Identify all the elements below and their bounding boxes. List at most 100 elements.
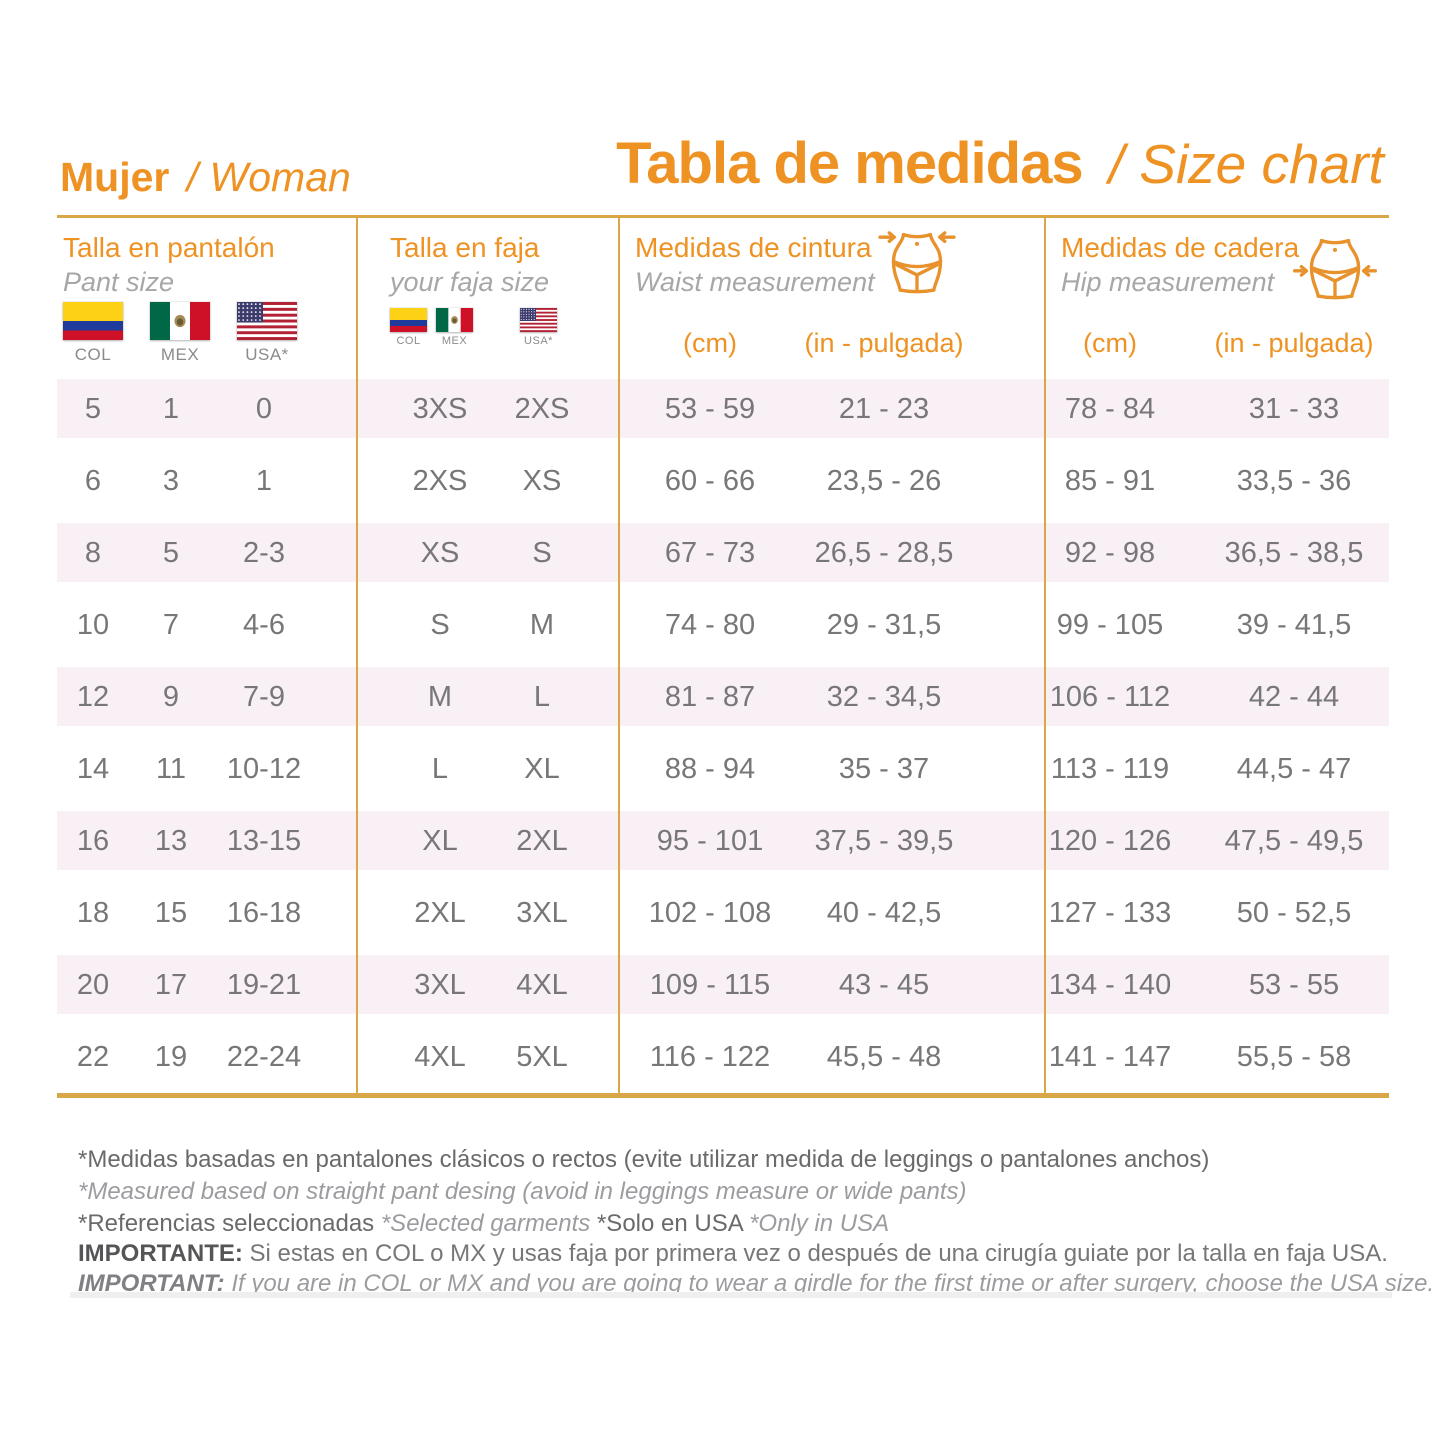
- cell-faja-usa: M: [529, 609, 555, 641]
- waist-unit-cm: (cm): [683, 328, 737, 358]
- flag-item-colombia: COL: [63, 302, 123, 365]
- table-row: 12 9 7-9 M L 81 - 87 32 - 34,5 106 - 112 42 - 44: [57, 661, 1389, 733]
- column-divider: [356, 218, 358, 1093]
- waist-title-en: Waist measurement: [635, 267, 875, 297]
- cell-faja-col-mex: XS: [420, 537, 460, 569]
- cell-waist-in: 40 - 42,5: [826, 897, 942, 929]
- cell-hip-cm: 134 - 140: [1048, 969, 1172, 1001]
- cell-waist-cm: 102 - 108: [648, 897, 772, 929]
- title-mujer: Mujer: [60, 154, 170, 200]
- faja-size-title-es: Talla en faja: [390, 232, 540, 263]
- header-waist-measurement: Medidas de cintura Waist measurement: [635, 232, 875, 298]
- cell-faja-col-mex: 4XL: [414, 1041, 466, 1073]
- cell-faja-col-mex: S: [430, 609, 450, 641]
- faja-size-title-en: your faja size: [390, 267, 550, 297]
- table-header: Talla en pantalón Pant size COL MEX USA*: [57, 218, 1389, 373]
- flag-item-usa: USA*: [237, 302, 297, 365]
- column-divider: [618, 218, 620, 1093]
- cell-faja-col-mex: 2XL: [414, 897, 466, 929]
- cell-faja-col-mex: L: [431, 753, 449, 785]
- waist-title-es: Medidas de cintura: [635, 232, 872, 263]
- cell-waist-in: 32 - 34,5: [826, 681, 942, 713]
- note-measurement-basis-en: *Measured based on straight pant desing …: [78, 1178, 967, 1205]
- flag-item-mexico: MEX: [150, 302, 210, 365]
- cell-waist-in: 45,5 - 48: [826, 1041, 942, 1073]
- cell-hip-cm: 120 - 126: [1048, 825, 1172, 857]
- cell-pant-col: 8: [84, 537, 102, 569]
- cell-faja-col-mex: XL: [422, 825, 458, 857]
- cell-pant-col: 22: [76, 1041, 110, 1073]
- cell-hip-cm: 92 - 98: [1064, 537, 1156, 569]
- cell-hip-in: 47,5 - 49,5: [1224, 825, 1364, 857]
- mexico-flag-icon: [150, 302, 210, 340]
- cell-pant-col: 6: [84, 465, 102, 497]
- cell-pant-mex: 17: [154, 969, 188, 1001]
- note-references: *Referencias seleccionadas *Selected gar…: [78, 1210, 889, 1238]
- cell-pant-usa: 19-21: [226, 969, 302, 1001]
- cell-faja-usa: XL: [524, 753, 560, 785]
- cell-pant-mex: 1: [162, 393, 180, 425]
- table-row: 6 3 1 2XS XS 60 - 66 23,5 - 26 85 - 91 33,5 - 36: [57, 445, 1389, 517]
- cell-hip-in: 33,5 - 36: [1236, 465, 1352, 497]
- cell-hip-in: 42 - 44: [1248, 681, 1340, 713]
- table-row: 8 5 2-3 XS S 67 - 73 26,5 - 28,5 92 - 98 36,5 - …: [57, 517, 1389, 589]
- bottom-divider: [70, 1292, 1392, 1298]
- note-references-es: *Referencias seleccionadas: [78, 1210, 381, 1237]
- cell-waist-cm: 81 - 87: [664, 681, 756, 713]
- title-tabla-de-medidas: Tabla de medidas: [616, 131, 1083, 196]
- cell-faja-usa: 2XS: [514, 393, 570, 425]
- cell-faja-col-mex: 3XS: [412, 393, 468, 425]
- cell-pant-mex: 9: [162, 681, 180, 713]
- flag-label-mex: MEX: [160, 345, 200, 364]
- table-row: 5 1 0 3XS 2XS 53 - 59 21 - 23 78 - 84 31 - 33: [57, 373, 1389, 445]
- cell-hip-cm: 78 - 84: [1064, 393, 1156, 425]
- cell-hip-in: 36,5 - 38,5: [1224, 537, 1364, 569]
- colombia-flag-icon: [390, 308, 427, 332]
- cell-pant-usa: 0: [255, 393, 273, 425]
- cell-waist-cm: 88 - 94: [664, 753, 756, 785]
- cell-hip-in: 31 - 33: [1248, 393, 1340, 425]
- waist-unit-inches: (in - pulgada): [804, 328, 964, 358]
- cell-waist-cm: 60 - 66: [664, 465, 756, 497]
- usa-flag-icon: [237, 302, 297, 340]
- usa-flag-icon: [520, 308, 557, 332]
- cell-pant-col: 16: [76, 825, 110, 857]
- cell-pant-usa: 13-15: [226, 825, 302, 857]
- cell-pant-col: 14: [76, 753, 110, 785]
- cell-waist-cm: 95 - 101: [656, 825, 764, 857]
- cell-waist-in: 29 - 31,5: [826, 609, 942, 641]
- flag-label-col: COL: [74, 345, 112, 364]
- note-usa-only-es: *Solo en USA: [596, 1210, 750, 1237]
- cell-waist-in: 21 - 23: [838, 393, 930, 425]
- cell-hip-in: 53 - 55: [1248, 969, 1340, 1001]
- title-size-chart: / Size chart: [1108, 133, 1384, 195]
- cell-waist-cm: 67 - 73: [664, 537, 756, 569]
- column-divider: [1044, 218, 1046, 1093]
- cell-waist-in: 43 - 45: [838, 969, 930, 1001]
- flag-label-usa: USA*: [524, 335, 553, 347]
- cell-faja-usa: XS: [522, 465, 562, 497]
- cell-waist-cm: 109 - 115: [649, 969, 771, 1001]
- title-woman: / Woman: [186, 154, 351, 200]
- note-references-en: *Selected garments: [380, 1210, 597, 1237]
- cell-pant-usa: 22-24: [226, 1041, 302, 1073]
- note-measurement-basis-es: *Medidas basadas en pantalones clásicos …: [78, 1146, 1210, 1173]
- colombia-flag-icon: [63, 302, 123, 340]
- hip-title-es: Medidas de cadera: [1061, 232, 1300, 263]
- cell-pant-mex: 13: [154, 825, 188, 857]
- cell-hip-cm: 113 - 119: [1050, 753, 1170, 785]
- flag-item-colombia: COL: [390, 308, 427, 347]
- flag-item-usa: USA*: [520, 308, 557, 347]
- cell-faja-col-mex: 3XL: [414, 969, 466, 1001]
- hip-unit-cm: (cm): [1083, 328, 1137, 358]
- cell-pant-mex: 7: [162, 609, 180, 641]
- cell-faja-usa: 5XL: [516, 1041, 568, 1073]
- cell-pant-col: 5: [84, 393, 102, 425]
- cell-pant-mex: 15: [154, 897, 188, 929]
- hip-title-en: Hip measurement: [1061, 267, 1275, 297]
- pant-size-flags: COL MEX USA*: [63, 302, 297, 365]
- flag-label-col: COL: [396, 335, 421, 347]
- cell-hip-cm: 85 - 91: [1064, 465, 1156, 497]
- cell-pant-col: 20: [76, 969, 110, 1001]
